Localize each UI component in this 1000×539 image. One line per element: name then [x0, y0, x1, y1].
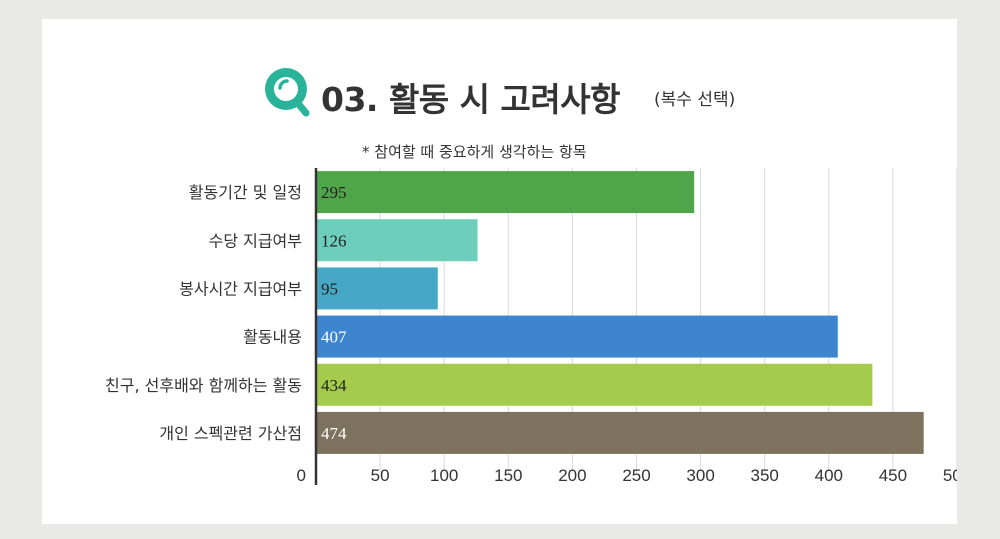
category-label: 활동내용 [243, 328, 302, 347]
subtitle: * 참여할 때 중요하게 생각하는 항목 [362, 143, 587, 161]
x-tick-label: 50 [371, 466, 390, 485]
data-label: 474 [321, 424, 347, 443]
category-label: 수당 지급여부 [209, 231, 302, 250]
page-title: 03. 활동 시 고려사항 [321, 80, 620, 119]
x-tick-label: 0 [297, 466, 306, 485]
category-label: 개인 스펙관련 가산점 [159, 424, 302, 443]
x-tick-label: 150 [494, 466, 522, 485]
x-tick-label: 250 [622, 466, 650, 485]
x-tick-label: 200 [558, 466, 586, 485]
data-label: 295 [321, 183, 347, 202]
x-tick-label: 100 [430, 466, 458, 485]
bar [316, 315, 838, 358]
x-tick-label: 450 [879, 466, 907, 485]
bar [316, 363, 873, 406]
bar [316, 171, 695, 214]
data-label: 126 [321, 231, 347, 250]
data-label: 95 [321, 279, 338, 298]
x-tick-label: 400 [815, 466, 843, 485]
x-tick-label: 300 [686, 466, 714, 485]
category-label: 활동기간 및 일정 [189, 183, 302, 202]
data-label: 407 [321, 328, 347, 347]
category-label: 봉사시간 지급여부 [179, 279, 302, 298]
bar [316, 411, 924, 454]
bar-chart: 0 50 100 150 200 250 300 350 400 450 500 295 활동기간 및 … [105, 168, 957, 485]
chart-card: 03. 활동 시 고려사항 (복수 선택) * 참여할 때 중요하게 생각하는 … [42, 19, 957, 524]
x-tick-label: 500 [943, 466, 957, 485]
bar [316, 219, 478, 262]
title-note: (복수 선택) [654, 90, 736, 110]
x-tick-label: 350 [751, 466, 779, 485]
search-icon [265, 68, 310, 117]
data-label: 434 [321, 376, 347, 395]
category-label: 친구, 선후배와 함께하는 활동 [105, 376, 302, 395]
title-row: 03. 활동 시 고려사항 (복수 선택) * 참여할 때 중요하게 생각하는 … [42, 55, 957, 161]
bar [316, 267, 438, 310]
